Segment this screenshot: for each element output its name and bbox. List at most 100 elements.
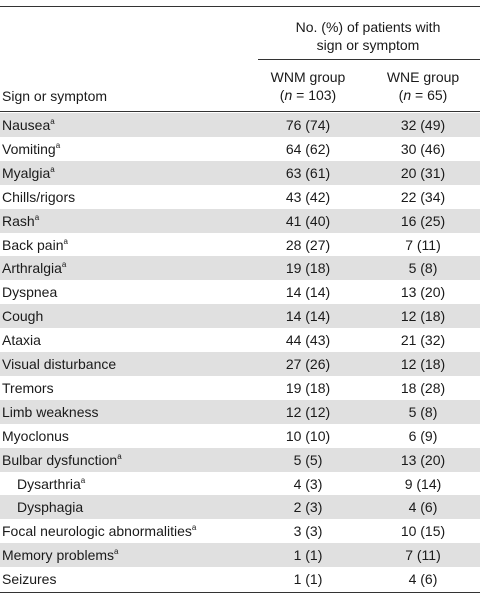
table-row: Rasha 41 (40) 16 (25) <box>0 208 480 233</box>
table-row: Memory problemsa 1 (1) 7 (11) <box>0 543 480 568</box>
sign-label: Arthralgia <box>2 260 62 277</box>
wne-cell: 4 (6) <box>408 499 438 516</box>
table-row: Tremors 19 (18) 18 (28) <box>0 376 480 400</box>
wnm-cell: 19 (18) <box>285 379 331 396</box>
wnm-cell: 4 (3) <box>293 475 323 492</box>
wnm-cell: 14 (14) <box>285 284 331 301</box>
table-row: Ataxia 44 (43) 21 (32) <box>0 328 480 352</box>
wne-cell: 6 (9) <box>408 427 438 444</box>
wne-cell: 32 (49) <box>400 117 446 133</box>
wnm-cell: 63 (61) <box>285 164 331 181</box>
wne-cell: 5 (8) <box>408 260 438 277</box>
table-row: Vomitinga 64 (62) 30 (46) <box>0 137 480 161</box>
wne-cell: 20 (31) <box>400 164 446 181</box>
footnote-marker: a <box>117 451 122 461</box>
sign-cell: Visual disturbance <box>2 352 116 376</box>
sign-cell: Vomitinga <box>2 137 60 161</box>
sign-label: Dysphagia <box>17 499 84 516</box>
sign-label: Nausea <box>2 117 51 133</box>
wnm-cell: 76 (74) <box>285 117 331 133</box>
table-row: Chills/rigors 43 (42) 22 (34) <box>0 185 480 209</box>
wnm-column-header: WNM group (n = 103) <box>258 68 358 104</box>
sign-label: Dysarthria <box>17 475 81 492</box>
sign-cell: Back paina <box>2 233 68 257</box>
sign-label: Myalgia <box>2 164 51 181</box>
footnote-marker: a <box>50 164 55 174</box>
sign-label: Visual disturbance <box>2 356 117 372</box>
wnm-cell: 19 (18) <box>285 260 331 277</box>
table-row: Dyspnea 14 (14) 13 (20) <box>0 280 480 304</box>
footnote-marker: a <box>80 475 86 485</box>
wne-cell: 16 (25) <box>400 212 446 229</box>
table-row: Nauseaa 76 (74) 32 (49) <box>0 113 480 137</box>
wne-cell: 30 (46) <box>400 140 446 157</box>
wnm-cell: 27 (26) <box>285 356 331 372</box>
sign-label: Limb weakness <box>2 403 99 420</box>
sign-label: Bulbar dysfunction <box>2 451 118 468</box>
wne-cell: 12 (18) <box>400 356 446 372</box>
header-rule <box>0 111 480 112</box>
wnm-cell: 1 (1) <box>293 571 323 588</box>
sign-label: Cough <box>2 308 44 325</box>
table-row: Cough 14 (14) 12 (18) <box>0 304 480 329</box>
footnote-marker: a <box>63 236 68 246</box>
wnm-column-n: (n = 103) <box>279 87 337 103</box>
wne-cell: 13 (20) <box>400 284 446 301</box>
span-header-line1: No. (%) of patients with <box>295 19 441 35</box>
sign-label: Memory problems <box>2 547 115 564</box>
wnm-cell: 14 (14) <box>285 308 331 325</box>
table-row: Myoclonus 10 (10) 6 (9) <box>0 424 480 448</box>
table-row: Limb weakness 12 (12) 5 (8) <box>0 399 480 424</box>
wne-cell: 4 (6) <box>408 571 438 588</box>
footnote-marker: a <box>114 547 119 557</box>
wne-cell: 10 (15) <box>400 523 446 540</box>
wne-cell: 21 (32) <box>400 332 446 349</box>
wnm-column-name: WNM group <box>270 69 346 85</box>
sign-label: Tremors <box>2 379 54 396</box>
sign-label: Chills/rigors <box>2 188 76 205</box>
span-rule <box>258 59 480 60</box>
wnm-cell: 3 (3) <box>293 523 323 540</box>
sign-cell: Myalgiaa <box>2 161 55 185</box>
table-row: Visual disturbance 27 (26) 12 (18) <box>0 352 480 376</box>
wne-cell: 18 (28) <box>400 379 446 396</box>
table-row: Dysarthriaa 4 (3) 9 (14) <box>0 472 480 496</box>
footnote-marker: a <box>55 140 61 150</box>
wne-cell: 7 (11) <box>405 547 441 564</box>
sign-cell: Myoclonus <box>2 424 69 448</box>
bottom-rule <box>0 592 480 593</box>
wne-cell: 5 (8) <box>408 403 438 420</box>
sign-cell: Arthralgiaa <box>2 256 66 280</box>
table-row: Back paina 28 (27) 7 (11) <box>0 233 480 257</box>
wnm-cell: 64 (62) <box>285 140 331 157</box>
sign-label: Back pain <box>2 236 64 253</box>
wnm-cell: 12 (12) <box>285 403 331 420</box>
wne-column-name: WNE group <box>386 69 460 85</box>
wne-cell: 12 (18) <box>400 308 446 325</box>
sign-cell: Chills/rigors <box>2 185 75 209</box>
table-row: Myalgiaa 63 (61) 20 (31) <box>0 160 480 185</box>
span-header: No. (%) of patients with sign or symptom <box>268 18 468 54</box>
sign-cell: Tremors <box>2 376 54 400</box>
sign-label: Focal neurologic abnormalities <box>2 523 192 540</box>
table-row: Arthralgiaa 19 (18) 5 (8) <box>0 256 480 281</box>
top-rule <box>0 6 480 7</box>
sign-cell: Limb weakness <box>2 400 99 424</box>
sign-cell: Seizures <box>2 567 56 591</box>
footnote-marker: a <box>50 117 55 126</box>
sign-cell: Dysarthriaa <box>17 472 85 496</box>
wne-cell: 7 (11) <box>405 236 441 253</box>
span-header-line2: sign or symptom <box>316 37 420 53</box>
wne-column-n: (n = 65) <box>398 87 448 103</box>
sign-cell: Nauseaa <box>2 113 55 137</box>
sign-cell: Rasha <box>2 209 39 233</box>
sign-cell: Bulbar dysfunctiona <box>2 448 122 472</box>
wne-column-header: WNE group (n = 65) <box>368 68 478 104</box>
wnm-cell: 5 (5) <box>293 451 323 468</box>
wne-cell: 22 (34) <box>400 188 446 205</box>
footnote-marker: a <box>191 523 197 533</box>
sign-label: Rash <box>2 212 35 229</box>
wnm-cell: 2 (3) <box>293 499 323 516</box>
sign-label: Myoclonus <box>2 427 69 444</box>
